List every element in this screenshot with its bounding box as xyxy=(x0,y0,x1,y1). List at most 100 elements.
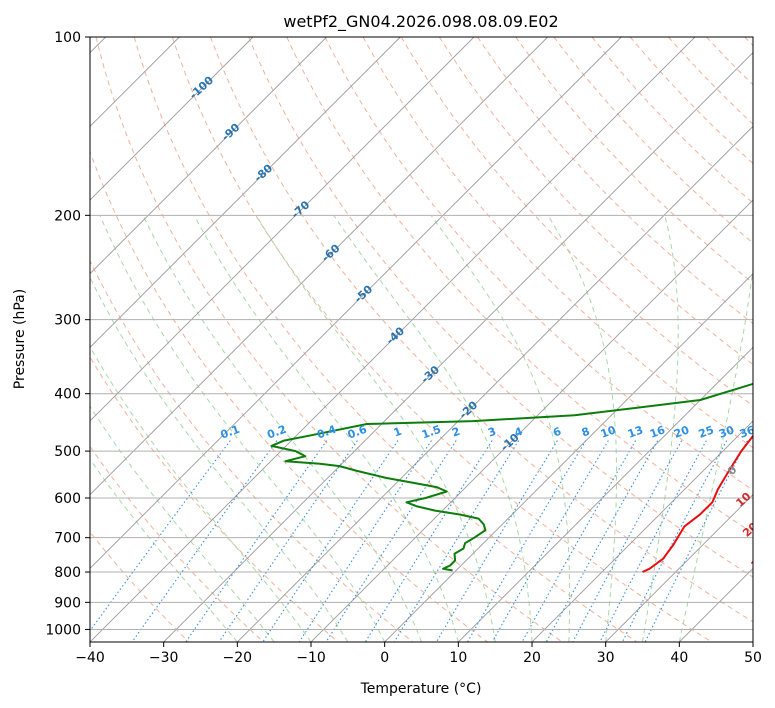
moist-adiabat xyxy=(90,405,275,642)
dry-adiabat xyxy=(362,37,753,449)
mixing-ratio-label: 6 xyxy=(551,425,563,440)
dry-adiabat xyxy=(171,37,712,642)
mixing-ratio-line xyxy=(185,440,328,642)
mixing-ratio-label: 1.5 xyxy=(420,423,443,442)
dry-adiabat xyxy=(133,37,638,642)
dry-adiabat xyxy=(248,37,753,578)
mixing-ratio-line xyxy=(467,440,587,642)
isotherm-line xyxy=(163,52,753,642)
y-tick-label: 100 xyxy=(54,30,81,46)
isotherm-line xyxy=(90,37,475,422)
dry-adiabat xyxy=(90,445,264,642)
dry-adiabat xyxy=(95,37,563,642)
moist-adiabat xyxy=(90,458,238,642)
y-tick-label: 1000 xyxy=(45,622,81,638)
dewpoint-line xyxy=(270,382,753,572)
moist-adiabat xyxy=(642,215,679,642)
x-tick-label: 40 xyxy=(670,650,688,666)
x-axis-label: Temperature (°C) xyxy=(360,681,482,697)
temperature-line xyxy=(642,434,753,573)
mixing-ratio-line xyxy=(491,440,609,642)
plot-area xyxy=(90,37,753,642)
isotherm-line xyxy=(310,199,753,642)
mixing-ratio-line xyxy=(545,440,659,642)
moist-adiabat xyxy=(333,215,533,642)
mixing-ratio-label: 3 xyxy=(486,425,498,440)
mixing-ratio-line xyxy=(218,440,358,642)
x-tick-label: 0 xyxy=(380,650,389,666)
theta-label: 30 xyxy=(749,552,769,572)
mixing-ratio-label: 13 xyxy=(626,423,645,440)
dry-adiabat xyxy=(400,37,753,407)
mixing-ratio-label: 4 xyxy=(513,425,525,440)
mixing-ratio-label: 30 xyxy=(717,423,736,441)
isotherm-line xyxy=(90,37,401,348)
mixing-ratio-line xyxy=(435,440,558,642)
y-tick-label: 700 xyxy=(54,531,81,547)
moist-adiabat xyxy=(193,215,459,642)
x-tick-label: −40 xyxy=(75,650,105,666)
mixing-ratio-label: 1 xyxy=(392,425,404,440)
y-tick-label: 800 xyxy=(54,565,81,581)
mixing-ratio-label: 0.4 xyxy=(315,423,338,442)
mixing-ratio-label: 10 xyxy=(599,423,618,441)
moist-adiabat xyxy=(90,345,312,642)
mixing-ratio-label: 20 xyxy=(672,423,691,441)
dry-adiabat xyxy=(324,37,753,491)
mixing-ratio-label: 2 xyxy=(450,425,462,440)
mixing-ratio-line xyxy=(572,440,683,642)
mixing-ratio-line xyxy=(262,440,399,642)
x-tick-label: −10 xyxy=(296,650,326,666)
isotherm-line xyxy=(237,125,753,642)
isotherm-line xyxy=(531,420,753,642)
moist-adiabat xyxy=(142,215,422,642)
mixing-ratio-line xyxy=(364,440,493,642)
moist-adiabat xyxy=(678,265,753,642)
dry-adiabat xyxy=(210,37,753,623)
isotherm-line xyxy=(90,37,327,275)
mixing-ratio-label: 0.6 xyxy=(346,423,369,442)
mixing-ratio-label: 8 xyxy=(580,425,592,440)
mixing-ratio-label: 36 xyxy=(738,423,757,441)
mixing-ratio-line xyxy=(599,440,707,642)
mixing-ratio-line xyxy=(90,440,231,632)
background-lines xyxy=(90,37,753,642)
y-tick-label: 400 xyxy=(54,387,81,403)
mixing-ratio-line xyxy=(131,440,278,642)
y-tick-label: 500 xyxy=(54,444,81,460)
x-tick-label: −30 xyxy=(149,650,179,666)
isotherm-line xyxy=(90,37,696,642)
plot-frame xyxy=(89,36,754,643)
mixing-ratio-label: 16 xyxy=(648,423,667,441)
isotherm-line xyxy=(384,273,753,642)
isotherm-line xyxy=(605,494,753,642)
sounding-profiles xyxy=(270,382,753,573)
y-tick-label: 900 xyxy=(54,595,81,611)
x-tick-label: 30 xyxy=(597,650,615,666)
mixing-ratio-line xyxy=(621,440,728,642)
mixing-ratio-line xyxy=(393,440,520,642)
y-tick-label: 200 xyxy=(54,208,81,224)
x-tick-label: −20 xyxy=(223,650,253,666)
moist-adiabat xyxy=(255,215,496,642)
y-tick-label: 300 xyxy=(54,313,81,329)
mixing-ratio-label: 0.1 xyxy=(219,423,242,442)
mixing-ratio-line xyxy=(644,440,748,642)
axes: −40 −30 −20 −10 0 10 20 30 40 5010020030040050060… xyxy=(45,30,762,666)
isotherm-line xyxy=(458,346,753,642)
y-axis-label: Pressure (hPa) xyxy=(12,289,28,389)
dry-adiabat xyxy=(90,150,488,642)
moist-adiabat xyxy=(547,215,617,642)
x-tick-label: 20 xyxy=(523,650,541,666)
y-tick-label: 600 xyxy=(54,491,81,507)
mixing-ratio-label: 0.2 xyxy=(265,423,288,442)
x-tick-label: 10 xyxy=(449,650,467,666)
isotherm-line xyxy=(90,37,622,569)
isotherm-line xyxy=(90,37,548,496)
mixing-ratio-label: 25 xyxy=(697,423,716,440)
x-tick-label: 50 xyxy=(744,650,762,666)
chart-title: wetPf2_GN04.2026.098.08.09.E02 xyxy=(283,12,558,32)
moist-adiabat xyxy=(90,276,349,642)
pressure-gridlines xyxy=(90,37,753,630)
